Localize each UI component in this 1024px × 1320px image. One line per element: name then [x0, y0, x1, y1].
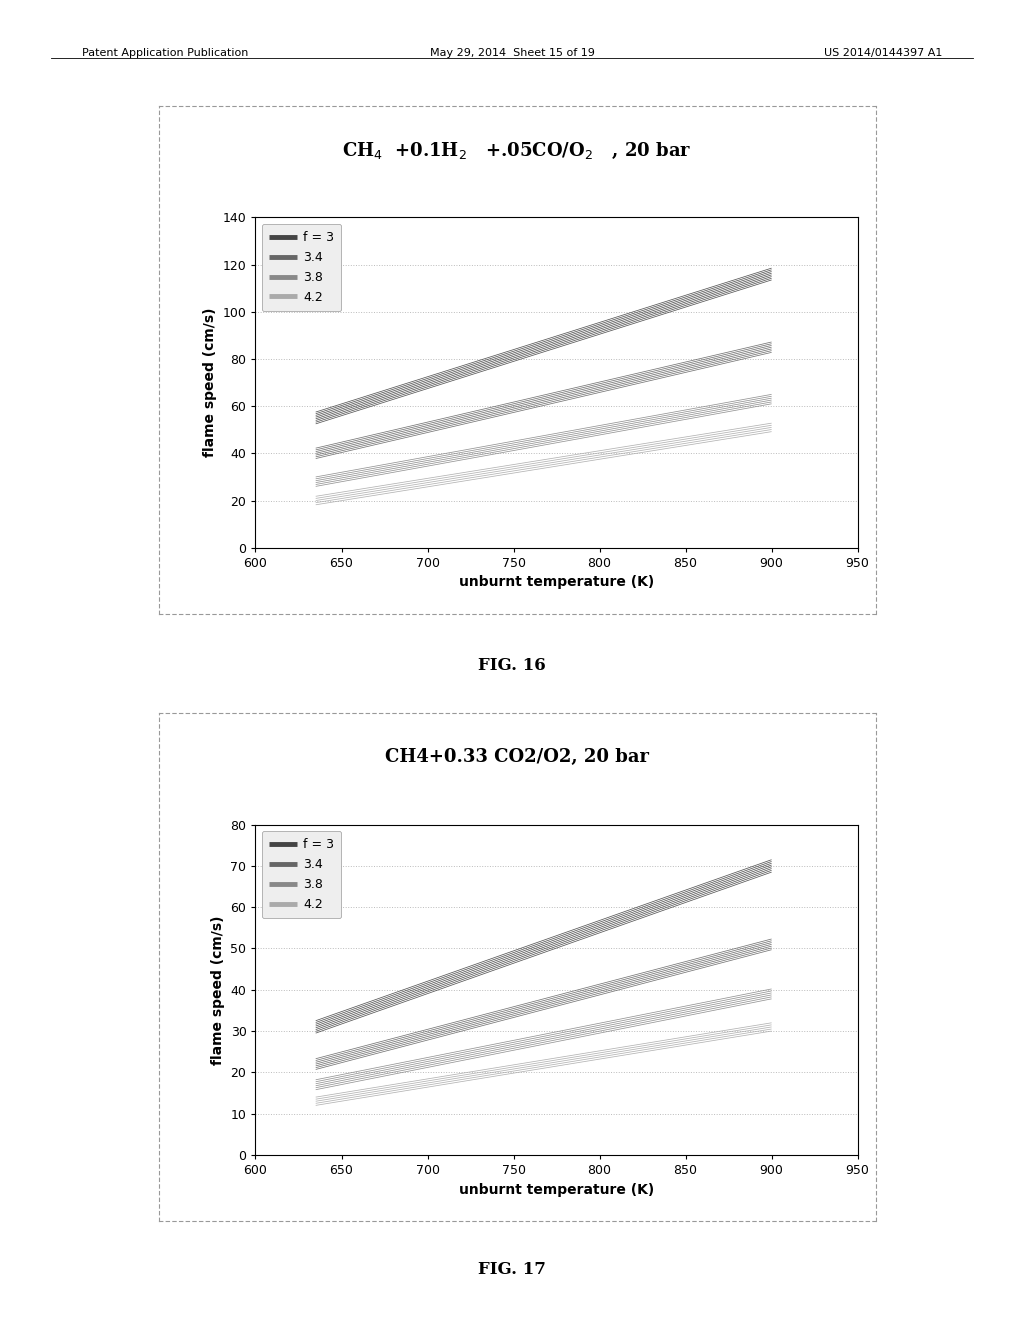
X-axis label: unburnt temperature (K): unburnt temperature (K) [459, 576, 654, 589]
Text: CH$_4$  +0.1H$_2$   +.05CO/O$_2$   , 20 bar: CH$_4$ +0.1H$_2$ +.05CO/O$_2$ , 20 bar [342, 141, 692, 161]
Text: US 2014/0144397 A1: US 2014/0144397 A1 [823, 48, 942, 58]
X-axis label: unburnt temperature (K): unburnt temperature (K) [459, 1183, 654, 1196]
Legend: f = 3, 3.4, 3.8, 4.2: f = 3, 3.4, 3.8, 4.2 [262, 830, 341, 919]
Text: CH4+0.33 CO2/O2, 20 bar: CH4+0.33 CO2/O2, 20 bar [385, 748, 649, 767]
Text: Patent Application Publication: Patent Application Publication [82, 48, 248, 58]
Legend: f = 3, 3.4, 3.8, 4.2: f = 3, 3.4, 3.8, 4.2 [262, 223, 341, 312]
Y-axis label: flame speed (cm/s): flame speed (cm/s) [211, 915, 225, 1064]
Y-axis label: flame speed (cm/s): flame speed (cm/s) [203, 308, 217, 457]
Text: FIG. 17: FIG. 17 [478, 1262, 546, 1278]
Text: FIG. 16: FIG. 16 [478, 657, 546, 673]
Text: May 29, 2014  Sheet 15 of 19: May 29, 2014 Sheet 15 of 19 [429, 48, 595, 58]
